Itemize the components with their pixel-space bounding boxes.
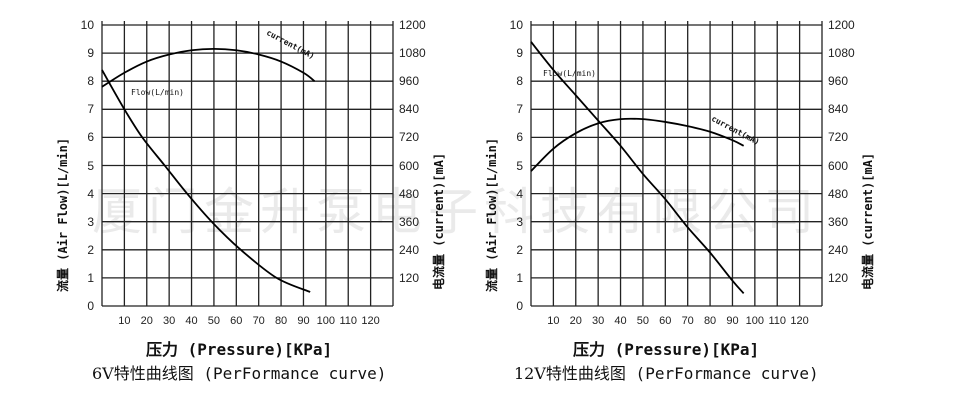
chart-title-12v-text: 12V特性曲线图 (PerFormance curve) (514, 360, 819, 384)
y-tick-label: 5 (516, 158, 523, 173)
x-axis-label-pressure: 压力 (Pressure)[KPa] (146, 340, 333, 359)
y2-tick-label: 840 (828, 102, 849, 117)
x-tick-label: 70 (252, 315, 265, 327)
y2-tick-label: 1080 (399, 46, 426, 61)
y-tick-label: 7 (516, 102, 523, 117)
y-tick-label: 9 (87, 46, 94, 61)
y-tick-label: 5 (87, 158, 94, 173)
title-text: 特性曲线图 (PerFormance curve) (113, 364, 387, 383)
flow-curve (101, 69, 311, 293)
x-tick-label: 40 (185, 315, 198, 327)
x-tick-label: 50 (207, 315, 221, 327)
x-tick-label: 30 (163, 315, 176, 327)
y-axis-label-flow: 流量 (Air Flow)[L/min] (485, 137, 499, 292)
x-tick-label: 90 (297, 315, 310, 327)
current-curve (530, 117, 745, 172)
y2-tick-label: 480 (399, 186, 420, 201)
y2-tick-label: 120 (399, 270, 420, 285)
x-axis-label-pressure: 压力 (Pressure)[KPa] (573, 340, 760, 359)
y-tick-label: 0 (87, 299, 94, 313)
y2-tick-label: 960 (828, 74, 849, 89)
y2-tick-label: 120 (828, 270, 849, 285)
y2-tick-label: 960 (399, 74, 420, 89)
plot-area-6v (101, 21, 394, 307)
flow-curve-label: Flow(L/min) (131, 88, 184, 97)
y-tick-label: 4 (516, 186, 523, 201)
y-tick-label: 2 (516, 242, 523, 257)
y-tick-label: 8 (516, 74, 523, 89)
x-tick-label: 60 (659, 315, 672, 327)
y-tick-label: 6 (516, 130, 523, 145)
y2-tick-label: 600 (399, 158, 420, 173)
y2-tick-label: 1080 (828, 46, 855, 61)
x-tick-label: 110 (768, 315, 786, 327)
y2-tick-label: 240 (828, 242, 849, 257)
chart-title-6v: 6V特性曲线图 (PerFormance curve) (92, 360, 386, 384)
x-tick-label: 100 (745, 315, 765, 327)
y-tick-label: 4 (87, 186, 94, 201)
x-tick-label: 120 (361, 315, 380, 327)
y2-tick-label: 720 (828, 130, 849, 145)
x-tick-label: 60 (230, 315, 243, 327)
x-tick-label: 50 (636, 315, 650, 327)
x-tick-label: 10 (118, 315, 131, 327)
y-tick-label: 10 (80, 18, 94, 32)
performance-chart-6v: 流量 (Air Flow)[L/min] 电流量 (current)[mA] F… (56, 18, 446, 384)
x-tick-label: 80 (703, 315, 717, 327)
x-tick-label: 120 (790, 315, 809, 327)
y2-tick-label: 480 (828, 186, 849, 201)
y-tick-label: 1 (87, 270, 94, 285)
y-tick-label: 7 (87, 102, 94, 117)
x-tick-label: 80 (274, 315, 288, 327)
y-tick-label: 3 (87, 214, 94, 229)
y-tick-label: 8 (87, 74, 94, 89)
y2-tick-label: 1200 (399, 18, 426, 32)
x-tick-label: 100 (316, 315, 336, 327)
y2-tick-label: 720 (399, 130, 420, 145)
x-tick-label: 90 (726, 315, 739, 327)
y-tick-label: 9 (516, 46, 523, 61)
x-tick-label: 110 (339, 315, 357, 327)
y-tick-label: 10 (509, 18, 523, 32)
y2-tick-label: 1200 (828, 18, 855, 32)
y2-tick-label: 840 (399, 102, 420, 117)
y2-tick-label: 360 (828, 214, 849, 229)
x-tick-label: 20 (140, 315, 153, 327)
performance-chart-12v: 流量 (Air Flow)[L/min] 电流量 (current)[mA] F… (429, 0, 909, 404)
x-tick-label: 20 (569, 315, 582, 327)
x-tick-label: 30 (592, 315, 605, 327)
y-tick-label: 0 (516, 299, 523, 313)
x-tick-label: 40 (614, 315, 627, 327)
y-tick-label: 3 (516, 214, 523, 229)
y-tick-label: 1 (516, 270, 523, 285)
flow-curve (530, 41, 745, 294)
title-voltage: 12V (514, 364, 546, 383)
y-tick-label: 6 (87, 130, 94, 145)
y2-tick-label: 240 (399, 242, 420, 257)
y-tick-label: 2 (87, 242, 94, 257)
y2-tick-label: 360 (399, 214, 420, 229)
title-voltage: 6V (92, 364, 114, 383)
y2-tick-label: 600 (828, 158, 849, 173)
current-curve (101, 47, 316, 88)
x-tick-label: 10 (547, 315, 560, 327)
plot-area-12v (530, 21, 823, 307)
x-tick-label: 70 (681, 315, 694, 327)
y-axis-label-flow: 流量 (Air Flow)[L/min] (56, 137, 70, 292)
flow-curve-label: Flow(L/min) (543, 69, 596, 78)
title-text: 特性曲线图 (PerFormance curve) (545, 364, 819, 383)
